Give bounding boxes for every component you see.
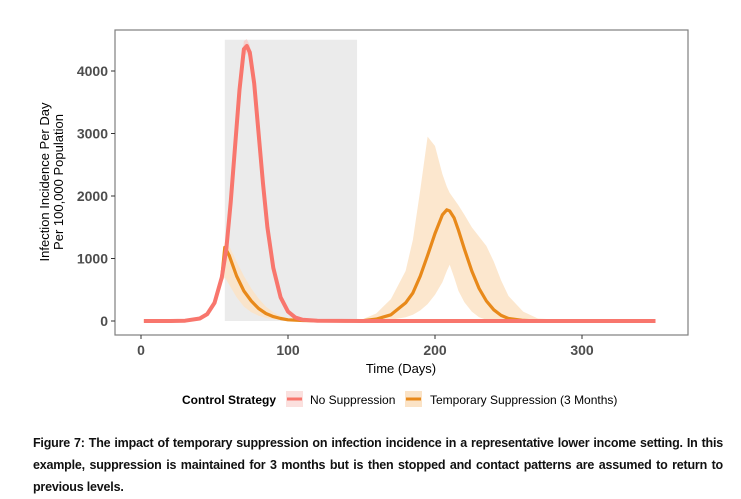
x-tick-label: 100: [276, 342, 300, 358]
legend-title: Control Strategy: [182, 393, 276, 407]
y-axis-title: Infection Incidence Per Day Per 100,000 …: [37, 102, 66, 261]
x-axis-title: Time (Days): [366, 361, 436, 376]
chart: 0 1000 2000 3000 4000 0 100 200 300 Time (Days)…: [37, 29, 689, 407]
figure-caption: Figure 7: The impact of temporary suppre…: [33, 436, 723, 494]
suppression-period-shading: [224, 39, 358, 321]
y-axis-title-line-1: Infection Incidence Per Day: [37, 102, 52, 261]
y-tick-label: 4000: [77, 63, 108, 79]
legend: Control Strategy No Suppression Temporar…: [182, 391, 617, 407]
x-tick-label: 0: [137, 342, 145, 358]
x-axis: 0 100 200 300: [137, 335, 594, 358]
y-tick-label: 1000: [77, 251, 108, 267]
series-line-no-suppression: [143, 44, 656, 323]
confidence-band-temporary-suppression: [143, 136, 656, 321]
legend-label-no-suppression: No Suppression: [310, 393, 395, 407]
legend-entry-no-suppression[interactable]: No Suppression: [286, 391, 395, 407]
plot-panel: [114, 29, 689, 336]
y-tick-label: 0: [100, 313, 108, 329]
x-tick-label: 300: [570, 342, 594, 358]
x-tick-label: 200: [423, 342, 447, 358]
legend-label-temporary-suppression: Temporary Suppression (3 Months): [430, 393, 617, 407]
panel-border: [114, 29, 689, 336]
y-tick-label: 2000: [77, 188, 108, 204]
legend-entry-temporary-suppression[interactable]: Temporary Suppression (3 Months): [405, 391, 617, 407]
y-axis-title-line-2: Per 100,000 Population: [51, 114, 66, 250]
y-axis: 0 1000 2000 3000 4000: [77, 63, 115, 329]
y-tick-label: 3000: [77, 126, 108, 142]
